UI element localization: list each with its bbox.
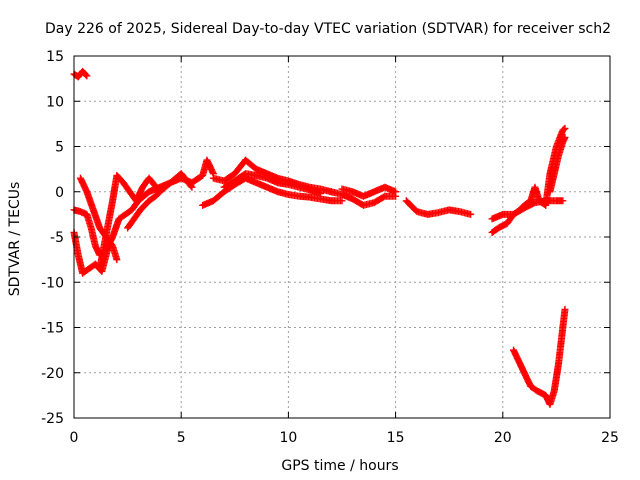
x-tick-label: 25	[601, 430, 619, 446]
series-track	[124, 183, 168, 232]
y-tick-label: 5	[55, 140, 64, 156]
data-point	[317, 190, 325, 198]
data-point	[338, 197, 346, 205]
y-tick-label: -20	[41, 366, 64, 382]
data-point	[559, 197, 567, 205]
x-tick-label: 5	[177, 430, 186, 446]
series-track	[96, 170, 196, 273]
data-point	[159, 184, 167, 192]
data-series	[70, 67, 569, 408]
chart-title: Day 226 of 2025, Sidereal Day-to-day VTE…	[45, 21, 611, 37]
grid	[74, 56, 610, 418]
data-point	[188, 183, 196, 191]
x-tick-label: 20	[494, 430, 512, 446]
x-tick-label: 15	[387, 430, 405, 446]
data-point	[392, 188, 400, 196]
y-axis-label: SDTVAR / TECUs	[7, 182, 23, 297]
series-track	[488, 124, 569, 236]
series-track	[546, 133, 569, 196]
y-tick-label: 15	[46, 49, 64, 65]
data-point	[467, 210, 475, 218]
series-track	[402, 197, 475, 218]
x-tick-labels: 0 5 10 15 20 25	[70, 430, 619, 446]
series-track	[220, 170, 325, 198]
data-point	[113, 256, 121, 264]
data-point	[560, 125, 568, 133]
y-tick-label: 10	[46, 94, 64, 110]
y-tick-label: -5	[50, 230, 64, 246]
y-tick-label: -10	[41, 275, 64, 291]
data-point	[160, 183, 168, 191]
ticks	[73, 55, 611, 419]
data-point	[561, 124, 569, 132]
series-track	[510, 305, 569, 408]
y-tick-label: -15	[41, 321, 64, 337]
y-tick-label: -25	[41, 411, 64, 427]
series-track	[70, 156, 217, 259]
data-point	[82, 71, 90, 79]
data-point	[187, 182, 195, 190]
series-track	[338, 183, 400, 200]
x-axis-label: GPS time / hours	[281, 458, 398, 474]
data-point	[561, 305, 569, 313]
x-tick-label: 0	[70, 430, 79, 446]
data-point	[83, 72, 91, 80]
y-tick-labels: -25 -20 -15 -10 -5 0 5 10 15	[41, 49, 64, 427]
y-tick-label: 0	[55, 185, 64, 201]
data-point	[561, 133, 569, 141]
x-tick-label: 10	[279, 430, 297, 446]
